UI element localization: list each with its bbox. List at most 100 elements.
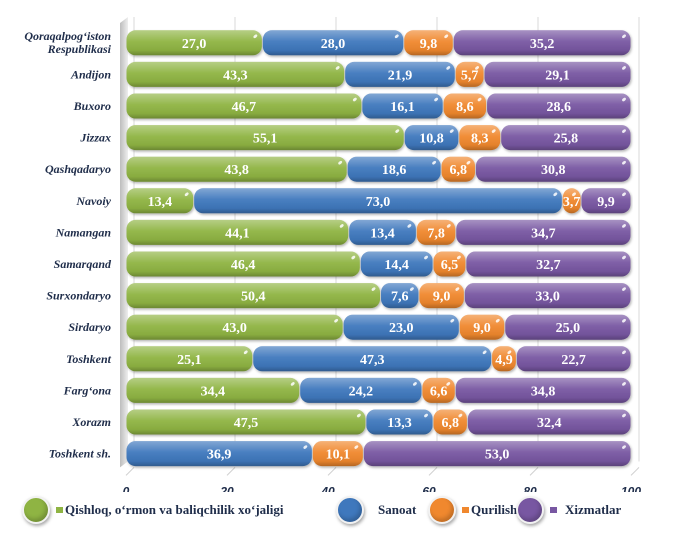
- bar-glint: [458, 413, 463, 418]
- bar-segment: [345, 61, 455, 87]
- data-label: 30,8: [541, 163, 566, 178]
- category-label: Jizzax: [79, 131, 111, 145]
- data-label: 21,9: [388, 68, 413, 83]
- bar-segment: [475, 156, 631, 182]
- bar-segment-gloss: [126, 125, 404, 151]
- data-label: 53,0: [485, 448, 510, 463]
- bar-glint: [446, 382, 451, 386]
- bar-segment-gloss: [466, 251, 631, 277]
- bar-segment: [467, 409, 631, 435]
- bar-glint: [351, 255, 356, 260]
- category-label: Navoiy: [75, 194, 111, 208]
- bar-glint: [243, 350, 248, 355]
- data-label: 55,1: [253, 132, 278, 147]
- bar-glint: [449, 129, 454, 133]
- bar-segment: [487, 93, 631, 119]
- data-label: 18,6: [382, 163, 407, 178]
- orange-circle-icon: [428, 496, 456, 524]
- bar-glint: [622, 255, 626, 260]
- bar-segment-gloss: [126, 346, 253, 372]
- bar-glint: [356, 413, 361, 418]
- bar-glint: [482, 350, 487, 355]
- data-label: 5,7: [461, 68, 479, 83]
- data-label: 9,8: [420, 37, 438, 52]
- bar-segment-gloss: [419, 283, 464, 309]
- bar-segment-gloss: [300, 377, 422, 403]
- bar-segment: [347, 156, 441, 182]
- data-label: 10,1: [326, 448, 351, 463]
- data-label: 46,7: [232, 100, 257, 115]
- legend-item-industry[interactable]: Sanoat: [336, 492, 416, 528]
- bar-segment: [262, 30, 404, 56]
- data-label: 35,2: [530, 37, 555, 52]
- data-label: 6,8: [441, 416, 459, 431]
- bar-glint: [354, 445, 359, 449]
- data-label: 16,1: [390, 100, 415, 115]
- legend-swatch-icon: [462, 507, 469, 513]
- data-label: 27,0: [182, 37, 207, 52]
- bar-glint: [622, 287, 626, 291]
- data-label: 33,0: [535, 290, 560, 305]
- bar-glint: [432, 160, 437, 165]
- bar-segment: [126, 251, 360, 277]
- category-label: Andijon: [70, 67, 111, 81]
- bar-glint: [455, 287, 460, 291]
- legend-item-agriculture[interactable]: Qishloq, o‘rmon va baliqchilik xo‘jaligi: [22, 492, 284, 528]
- bar-glint: [446, 224, 451, 228]
- data-label: 50,4: [241, 290, 266, 305]
- bar-segment-gloss: [126, 219, 349, 245]
- data-label: 6,5: [441, 258, 459, 273]
- data-label: 8,6: [456, 100, 474, 115]
- bar-segment-gloss: [516, 346, 631, 372]
- data-label: 43,8: [224, 163, 249, 178]
- category-label: Sirdaryo: [68, 320, 111, 334]
- bar-glint: [395, 129, 400, 133]
- data-label: 29,1: [545, 68, 570, 83]
- bar-glint: [413, 382, 417, 386]
- bar-glint: [622, 129, 626, 133]
- data-label: 25,8: [554, 132, 579, 147]
- bar-segment: [422, 377, 455, 403]
- bar-segment: [516, 346, 631, 372]
- chart-side-wall: [120, 17, 128, 468]
- category-label: Respublikasi: [47, 42, 112, 56]
- data-label: 34,4: [201, 384, 226, 399]
- bar-segment: [416, 219, 456, 245]
- data-label: 3,7: [563, 195, 581, 210]
- legend-item-construction[interactable]: Qurilish: [428, 492, 517, 528]
- bar-glint: [622, 382, 626, 386]
- bar-segment: [126, 156, 347, 182]
- x-tick-label: 40: [320, 484, 335, 492]
- tick-mark: [630, 467, 640, 476]
- bar-segment-gloss: [362, 93, 443, 119]
- bar-glint: [424, 255, 428, 260]
- bar-glint: [475, 66, 479, 70]
- bar-segment-gloss: [360, 251, 433, 277]
- data-label: 23,0: [389, 321, 414, 336]
- data-label: 43,3: [223, 68, 248, 83]
- bar-segment-gloss: [363, 441, 631, 467]
- bar-segment: [441, 156, 475, 182]
- tick-mark: [226, 467, 236, 476]
- legend-item-services[interactable]: Xizmatlar: [516, 492, 621, 528]
- bar-glint: [495, 318, 500, 323]
- bar-glint: [456, 255, 461, 260]
- bar-segment: [501, 125, 631, 151]
- bar-segment-gloss: [455, 377, 631, 403]
- blue-circle-icon: [336, 496, 364, 524]
- bar-glint: [409, 287, 414, 291]
- x-tick-label: 60: [422, 484, 436, 492]
- data-label: 44,1: [225, 226, 250, 241]
- bar-segment: [404, 125, 459, 151]
- category-label: Farg‘ona: [63, 383, 111, 397]
- bar-segment-gloss: [459, 125, 501, 151]
- x-axis: 0 20 40 60 80 100: [123, 467, 641, 492]
- bar-glint: [450, 318, 455, 323]
- bar-glint: [622, 160, 626, 165]
- bar-glint: [507, 350, 512, 355]
- bar-segment: [126, 219, 349, 245]
- bar-segment: [126, 346, 253, 372]
- data-label: 13,3: [387, 416, 412, 431]
- bar-segment-gloss: [581, 188, 631, 214]
- data-label: 9,9: [597, 195, 615, 210]
